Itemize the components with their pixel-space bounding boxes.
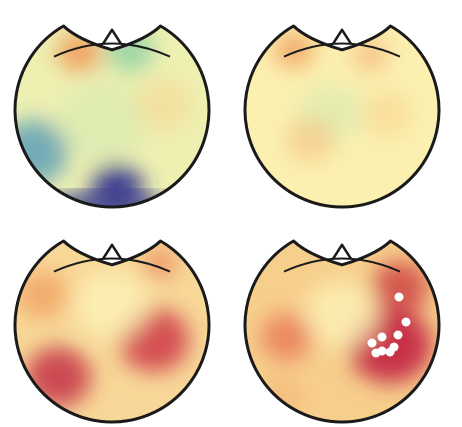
head-outline xyxy=(13,24,211,209)
topomap-bottom-left xyxy=(13,239,211,424)
activation-blob xyxy=(58,82,146,162)
significant-electrode-marker xyxy=(393,330,403,340)
activation-blob xyxy=(74,271,150,339)
head-contour-line xyxy=(283,42,401,58)
significant-electrode-marker xyxy=(389,342,399,352)
topomap-top-left xyxy=(13,24,211,209)
head-outline xyxy=(13,239,211,424)
activation-blob xyxy=(15,271,69,319)
scalp-heatmap xyxy=(14,26,209,208)
significant-electrode-marker xyxy=(394,292,404,302)
nose-marker xyxy=(101,243,123,260)
activation-blob xyxy=(274,32,314,68)
activation-blob xyxy=(304,281,380,349)
activation-blob xyxy=(352,39,388,71)
activation-blob xyxy=(260,313,314,361)
activation-blob xyxy=(371,261,429,313)
head-contour-line xyxy=(53,257,171,273)
activation-blob xyxy=(135,79,193,131)
head-outline xyxy=(243,24,441,209)
significant-electrode-marker xyxy=(377,332,387,342)
activation-blob xyxy=(362,92,412,136)
head-outline xyxy=(243,239,441,424)
topomap-bottom-right xyxy=(243,239,441,424)
significant-electrode-marker xyxy=(371,348,381,358)
topomap-top-right xyxy=(243,24,441,209)
head-contour-line xyxy=(283,257,401,273)
nose-marker xyxy=(331,28,353,45)
nose-marker xyxy=(331,243,353,260)
significant-electrode-marker xyxy=(367,338,377,348)
nose-marker xyxy=(101,28,123,45)
scalp-heatmap xyxy=(245,26,440,208)
head-contour-line xyxy=(53,42,171,58)
activation-blob xyxy=(285,118,335,162)
scalp-heatmap xyxy=(245,241,440,423)
scalp-heatmap xyxy=(14,241,209,423)
significant-electrode-marker xyxy=(401,317,411,327)
panel-grid xyxy=(13,24,441,424)
